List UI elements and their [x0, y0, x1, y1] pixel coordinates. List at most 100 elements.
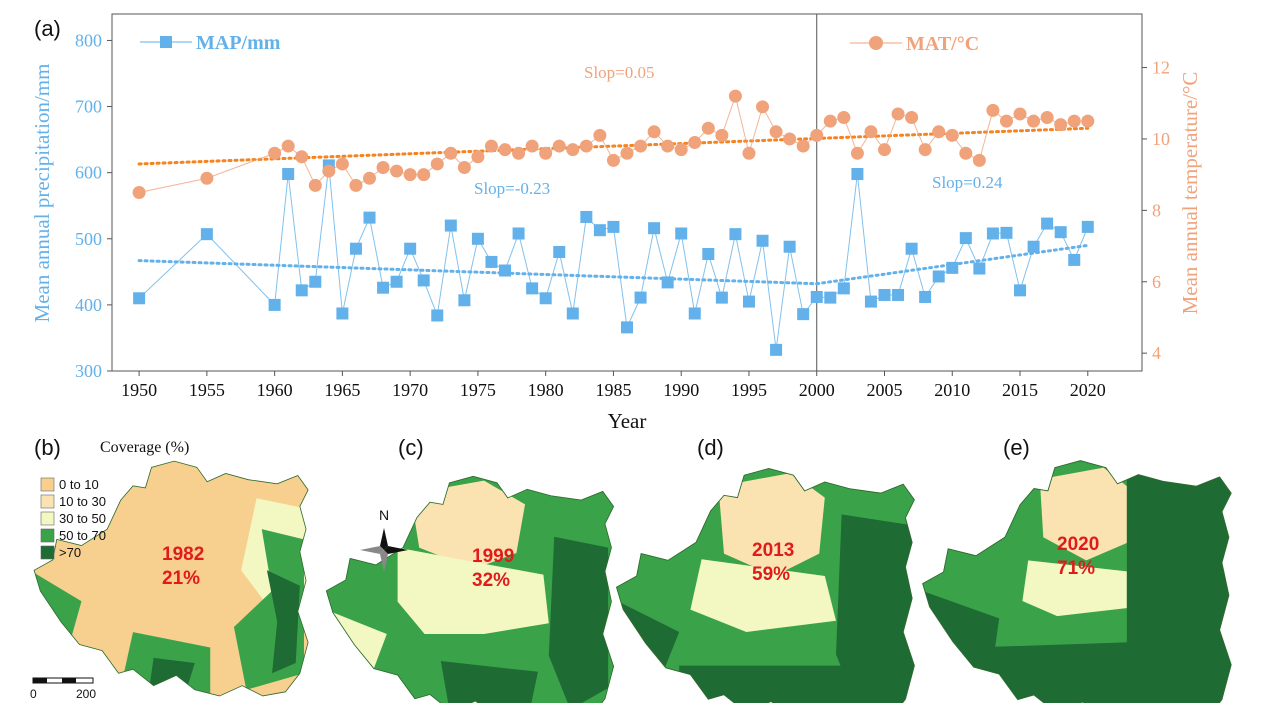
map-point: [810, 290, 823, 303]
panel-letter-d: (d): [697, 435, 724, 460]
mat-point: [457, 161, 471, 175]
mat-point: [810, 128, 824, 142]
map-point: [756, 234, 769, 247]
coverage-item-label: 10 to 30: [59, 494, 106, 509]
mat-point: [552, 139, 566, 153]
mat-point: [1067, 114, 1081, 128]
trend-layer: [137, 126, 1090, 286]
map-point: [837, 282, 850, 295]
map-point: [431, 309, 444, 322]
map-point: [458, 294, 471, 307]
scale-end-label: 200: [76, 687, 96, 701]
mat-point: [864, 125, 878, 139]
slope-map-2-label: Slop=0.24: [932, 173, 1003, 192]
y-axis-left-title: Mean annual precipitation/mm: [30, 64, 54, 323]
map-point: [648, 222, 661, 235]
mat-point: [376, 161, 390, 175]
mat-point: [308, 178, 322, 192]
coverage-swatch: [40, 511, 55, 526]
mat-point: [484, 139, 498, 153]
mat-point: [932, 125, 946, 139]
y-right-tick-label: 6: [1152, 272, 1161, 292]
map-region: [1039, 467, 1133, 561]
mat-point: [579, 139, 593, 153]
map-point: [404, 242, 417, 255]
map-point: [702, 247, 715, 260]
north-label: N: [379, 507, 389, 523]
map-point: [593, 224, 606, 237]
map-region: [718, 472, 825, 576]
mat-point: [972, 153, 986, 167]
mat-point: [769, 125, 783, 139]
map-panel-2020: [922, 460, 1232, 703]
map-point: [783, 240, 796, 253]
y-left-tick-label: 800: [75, 30, 102, 50]
map-region: [1126, 467, 1232, 703]
panel-letter-b: (b): [34, 435, 61, 460]
map-region: [548, 536, 609, 703]
mat-point: [403, 168, 417, 182]
y-left-tick-label: 400: [75, 295, 102, 315]
map-point: [485, 255, 498, 268]
mat-point: [1054, 118, 1068, 132]
coverage-swatch: [40, 494, 55, 509]
map-point: [336, 307, 349, 320]
north-arrow-south: [380, 550, 388, 572]
mat-point: [647, 125, 661, 139]
mat-point: [891, 107, 905, 121]
slope-mat-label: Slop=0.05: [584, 63, 655, 82]
map-region: [690, 559, 836, 632]
map-body-2020: [922, 460, 1232, 703]
north-arrow-east: [384, 546, 408, 554]
coverage-item-label: 50 to 70: [59, 528, 106, 543]
map-point: [959, 232, 972, 245]
coverage-item-label: 30 to 50: [59, 511, 106, 526]
coverage-item-label: >70: [59, 545, 81, 560]
mat-point: [837, 111, 851, 125]
mat-point: [634, 139, 648, 153]
mat-point: [525, 139, 539, 153]
mat-point: [756, 100, 770, 114]
coverage-swatch: [40, 528, 55, 543]
mat-point: [823, 114, 837, 128]
map-coverage-label: 71%: [1057, 558, 1095, 579]
mat-point: [335, 157, 349, 171]
y-right-tick-label: 10: [1152, 129, 1170, 149]
map-point: [715, 291, 728, 304]
x-tick-label: 1980: [528, 380, 564, 400]
mat-point: [430, 157, 444, 171]
maps-layer: (b) 1982 21% (c) 1999 32% (d) 2013 59% (e) 2020 71%: [33, 435, 1232, 703]
coverage-legend: 0 to 10 10 to 30 30 to 50 50 to 70 >70: [40, 477, 106, 560]
mat-point: [674, 143, 688, 157]
plot-frame: [111, 13, 1143, 372]
map-point: [526, 282, 539, 295]
map-point: [349, 242, 362, 255]
mat-point: [796, 139, 810, 153]
map-point: [1000, 226, 1013, 239]
mat-point: [620, 146, 634, 160]
mat-point: [945, 128, 959, 142]
map-coverage-label: 59%: [752, 564, 790, 585]
map-year-label: 2020: [1057, 534, 1099, 555]
north-arrow: N: [360, 507, 408, 572]
x-tick-label: 1965: [324, 380, 360, 400]
map-point: [1027, 240, 1040, 253]
mat-point: [661, 139, 675, 153]
map-point: [607, 220, 620, 233]
mat-point: [850, 146, 864, 160]
scale-bar-seg-2: [62, 678, 76, 683]
y-right-tick-label: 4: [1152, 343, 1161, 363]
x-tick-label: 2010: [934, 380, 970, 400]
x-tick-label: 1950: [121, 380, 157, 400]
mat-point: [715, 128, 729, 142]
series-layer: [132, 89, 1095, 356]
x-tick-label: 1960: [257, 380, 293, 400]
map-point: [1068, 253, 1081, 266]
y-axis-right-title: Mean annual temperature/°C: [1178, 72, 1202, 315]
map-point: [851, 167, 864, 180]
mat-point: [1040, 111, 1054, 125]
map-panel-1999: [325, 475, 615, 703]
map-region: [148, 657, 195, 696]
map-point: [742, 295, 755, 308]
